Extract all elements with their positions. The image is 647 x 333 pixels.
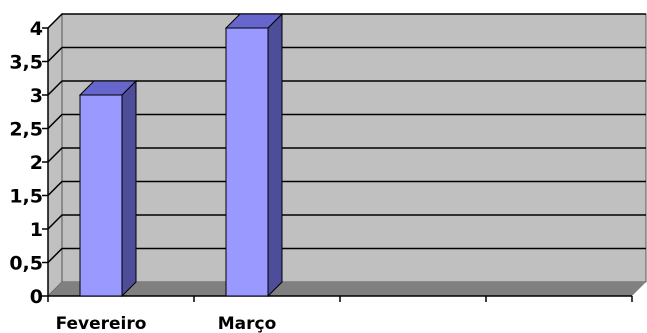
gridline [47, 214, 646, 230]
bar-side [121, 79, 137, 298]
x-category-label: Fevereiro [56, 314, 147, 333]
gridline [47, 13, 646, 29]
plot-floor [48, 282, 646, 296]
y-tick-label: 1,5 [9, 186, 43, 208]
bar-top [78, 80, 138, 96]
y-tick-label: 1 [30, 219, 43, 241]
gridline [47, 113, 646, 130]
bar-front [79, 94, 123, 297]
gridline [47, 46, 646, 63]
bars [78, 12, 284, 298]
gridline [47, 80, 646, 96]
x-axis-labels: Fevereiro Março [56, 314, 277, 333]
y-tick-label: 2 [30, 152, 43, 174]
gridline [47, 180, 646, 197]
x-category-label: Março [218, 314, 277, 333]
y-tick-label: 3,5 [9, 52, 43, 74]
y-tick-label: 4 [30, 18, 43, 40]
y-tick-label: 0,5 [9, 253, 43, 275]
bar-side [267, 12, 283, 298]
y-tick-label: 0 [30, 286, 43, 308]
bar-2 [224, 12, 284, 298]
bar-front [225, 27, 269, 297]
gridlines [47, 13, 646, 264]
gridline [47, 147, 646, 163]
bar-1 [78, 79, 138, 298]
bar-top [224, 13, 284, 29]
y-axis-tick-labels: 0 0,5 1 1,5 2 2,5 3 3,5 4 [9, 18, 43, 308]
y-tick-label: 2,5 [9, 119, 43, 141]
y-tick-label: 3 [30, 85, 43, 107]
axes [42, 27, 633, 302]
gridline [47, 247, 646, 264]
